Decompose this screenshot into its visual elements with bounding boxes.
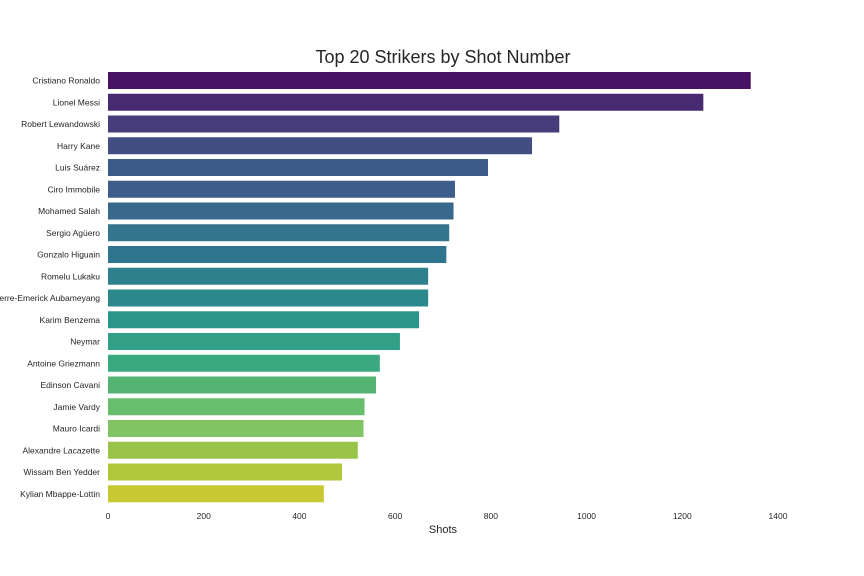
bar-6 [108, 202, 454, 220]
bar-8 [108, 246, 447, 263]
bars-group [108, 72, 751, 503]
category-label-4: Luis Suárez [55, 163, 100, 173]
bar-14 [108, 376, 376, 394]
category-label-13: Antoine Griezmann [27, 358, 100, 368]
bar-19 [108, 485, 324, 503]
category-label-0: Cristiano Ronaldo [32, 76, 100, 86]
x-tick-label-3: 600 [388, 511, 402, 521]
category-label-3: Harry Kane [57, 141, 100, 151]
bar-17 [108, 441, 358, 459]
category-label-17: Alexandre Lacazette [23, 445, 101, 455]
bar-16 [108, 420, 364, 437]
category-label-2: Robert Lewandowski [21, 119, 100, 129]
bar-0 [108, 72, 751, 89]
category-label-10: Pierre-Emerick Aubameyang [0, 293, 100, 303]
bar-2 [108, 115, 560, 133]
bar-11 [108, 311, 420, 329]
x-tick-label-1: 200 [197, 511, 211, 521]
bar-3 [108, 137, 533, 155]
x-tick-label-0: 0 [106, 511, 111, 521]
category-label-16: Mauro Icardi [53, 424, 100, 434]
bar-15 [108, 398, 365, 416]
category-label-15: Jamie Vardy [53, 402, 100, 412]
bar-13 [108, 354, 380, 372]
category-label-18: Wissam Ben Yedder [23, 467, 100, 477]
category-label-14: Edinson Cavani [40, 380, 100, 390]
category-label-5: Ciro Immobile [48, 184, 101, 194]
bar-12 [108, 333, 400, 350]
category-label-11: Karim Benzema [40, 315, 101, 325]
category-label-6: Mohamed Salah [38, 206, 100, 216]
x-tick-label-2: 400 [292, 511, 306, 521]
x-tick-label-6: 1200 [673, 511, 692, 521]
bar-4 [108, 159, 488, 176]
category-label-1: Lionel Messi [53, 97, 100, 107]
x-tick-label-7: 1400 [769, 511, 788, 521]
category-label-12: Neymar [70, 337, 100, 347]
x-tick-labels: 0 200 400 600 800 1000 1200 1400 [106, 511, 788, 521]
category-label-9: Romelu Lukaku [41, 271, 100, 281]
category-label-19: Kylian Mbappe-Lottin [20, 489, 100, 499]
bar-10 [108, 289, 429, 307]
bar-1 [108, 93, 704, 111]
bar-5 [108, 180, 455, 198]
category-label-8: Gonzalo Higuain [37, 250, 100, 260]
bar-18 [108, 463, 343, 481]
x-tick-label-4: 800 [484, 511, 498, 521]
x-tick-label-5: 1000 [577, 511, 596, 521]
chart-title: Top 20 Strikers by Shot Number [315, 47, 570, 67]
category-labels: Cristiano Ronaldo Lionel Messi Robert Lewa… [0, 76, 101, 499]
category-label-7: Sergio Agüero [46, 228, 100, 238]
x-axis-title: Shots [429, 524, 458, 536]
bar-7 [108, 224, 450, 242]
bar-9 [108, 267, 429, 285]
